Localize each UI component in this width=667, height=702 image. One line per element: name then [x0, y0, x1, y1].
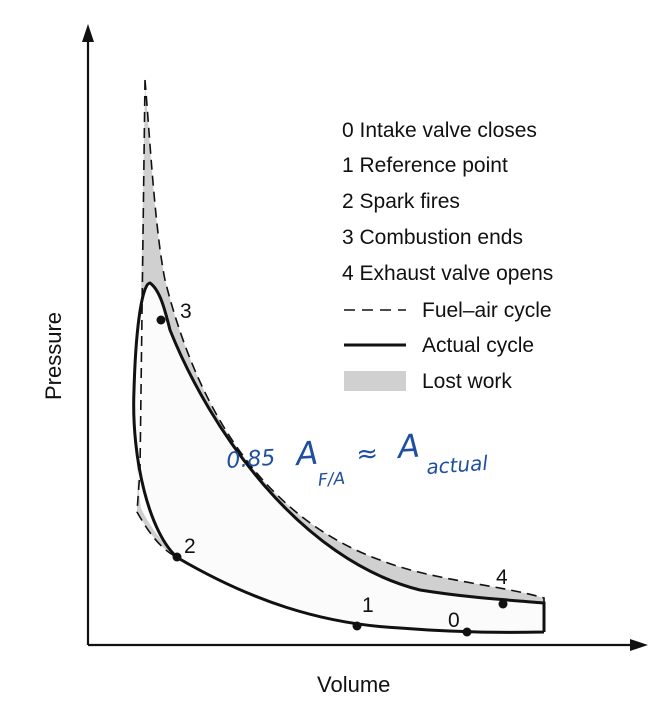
actual-cycle-curve [132, 281, 546, 634]
point-3-label: 3 [180, 300, 192, 323]
y-axis-arrow [82, 24, 94, 42]
legend-item-3: 3 Combustion ends [342, 226, 523, 249]
point-2-dot [172, 552, 182, 562]
point-4-label: 4 [496, 566, 508, 589]
point-0-label: 0 [448, 609, 460, 632]
actual-cycle-interior [133, 283, 544, 633]
annotation-area-ff: A [293, 434, 319, 474]
legend: 0 Intake valve closes 1 Reference point … [342, 119, 553, 393]
annotation-subscript-fa: F/A [317, 469, 345, 491]
legend-item-4: 4 Exhaust valve opens [342, 262, 553, 285]
point-1-label: 1 [362, 594, 374, 617]
point-2-label: 2 [184, 535, 196, 558]
legend-item-1: 1 Reference point [342, 154, 508, 177]
handwritten-annotation: 0.85 A F/A ≈ A actual [226, 427, 489, 491]
legend-actual-label: Actual cycle [422, 334, 534, 357]
fuel-air-cycle-curve [136, 79, 545, 632]
y-axis-label: Pressure [41, 312, 66, 400]
legend-fuel-air-label: Fuel–air cycle [422, 299, 552, 322]
point-4-dot [498, 599, 508, 609]
annotation-coefficient: 0.85 [226, 446, 277, 474]
point-3-dot [156, 315, 166, 325]
legend-item-2: 2 Spark fires [342, 190, 460, 213]
annotation-approx: ≈ [355, 438, 379, 469]
point-0-dot [462, 627, 472, 637]
x-axis-label: Volume [317, 672, 390, 697]
legend-lost-work-label: Lost work [422, 370, 512, 393]
annotation-area-actual: A [395, 427, 421, 467]
legend-item-0: 0 Intake valve closes [342, 119, 537, 142]
x-axis-arrow [630, 639, 648, 651]
point-1-dot [352, 621, 362, 631]
annotation-subscript-actual: actual [425, 451, 489, 479]
legend-lost-work-swatch [344, 371, 406, 391]
